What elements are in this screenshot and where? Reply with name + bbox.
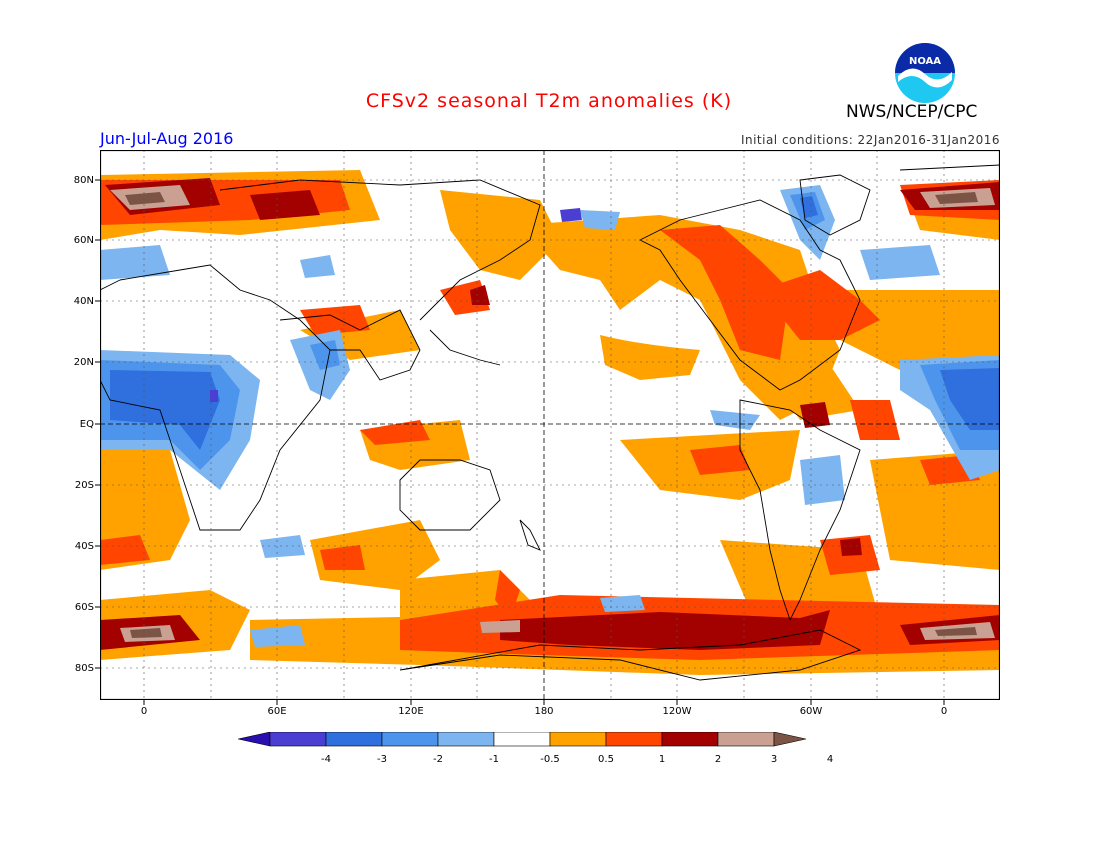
lat-tick-label: 20N — [74, 357, 94, 368]
axis-labels: 80N 60N 40N 20N EQ 20S 40S 60S 80S 0 60E 120E 180 12… — [74, 175, 947, 717]
lon-tick-label: 0 — [141, 706, 147, 717]
legend-label: 1 — [659, 754, 665, 765]
legend-swatch — [493, 732, 551, 747]
legend-swatch — [661, 732, 719, 747]
legend-label: 4 — [827, 754, 833, 765]
lon-tick-label: 60E — [267, 706, 286, 717]
strong-cool-fields — [110, 196, 1000, 450]
legend-swatch — [437, 732, 495, 747]
legend-swatch — [381, 732, 439, 747]
legend-swatch — [605, 732, 663, 747]
legend-swatch — [269, 732, 327, 747]
legend-swatch — [549, 732, 607, 747]
lon-tick-label: 120E — [398, 706, 423, 717]
lat-tick-label: 60N — [74, 235, 94, 246]
lon-tick-label: 60W — [800, 706, 823, 717]
lat-tick-label: 60S — [75, 602, 94, 613]
lon-tick-label: 120W — [663, 706, 692, 717]
legend-label: -0.5 — [540, 754, 560, 765]
anomaly-map — [100, 150, 1000, 700]
legend-swatch-min — [238, 732, 271, 747]
logo-text: NOAA — [909, 56, 941, 67]
legend-label: -2 — [433, 754, 443, 765]
forecast-period: Jun-Jul-Aug 2016 — [100, 129, 234, 148]
noaa-logo-icon: NOAA — [895, 43, 955, 103]
legend-label: -4 — [321, 754, 331, 765]
lat-tick-label: 40N — [74, 296, 94, 307]
lon-tick-label: 0 — [941, 706, 947, 717]
coastlines — [100, 164, 1000, 681]
legend-label: 2 — [715, 754, 721, 765]
legend-swatch — [325, 732, 383, 747]
legend-label: -1 — [489, 754, 499, 765]
very-strong-cool-fields — [210, 208, 582, 402]
lat-tick-label: 40S — [75, 541, 94, 552]
agency-label: NWS/NCEP/CPC — [846, 102, 978, 122]
legend-swatch-max — [773, 732, 807, 747]
extreme-warm-core — [125, 192, 978, 638]
legend-label: 3 — [771, 754, 777, 765]
colorbar-legend: -4 -3 -2 -1 -0.5 0.5 1 2 3 4 — [238, 732, 833, 765]
lat-tick-label: EQ — [80, 419, 94, 430]
initial-conditions: Initial conditions: 22Jan2016-31Jan2016 — [740, 133, 1000, 147]
lat-tick-label: 20S — [75, 480, 94, 491]
lon-tick-label: 180 — [534, 706, 553, 717]
lat-tick-label: 80S — [75, 663, 94, 674]
reference-lines — [100, 150, 1000, 700]
legend-swatch — [717, 732, 775, 747]
graticule — [100, 150, 1000, 700]
legend-label: 0.5 — [598, 754, 614, 765]
map-title: CFSv2 seasonal T2m anomalies (K) — [365, 90, 733, 112]
map-frame — [100, 150, 1000, 700]
lat-tick-label: 80N — [74, 175, 94, 186]
legend-label: -3 — [377, 754, 387, 765]
